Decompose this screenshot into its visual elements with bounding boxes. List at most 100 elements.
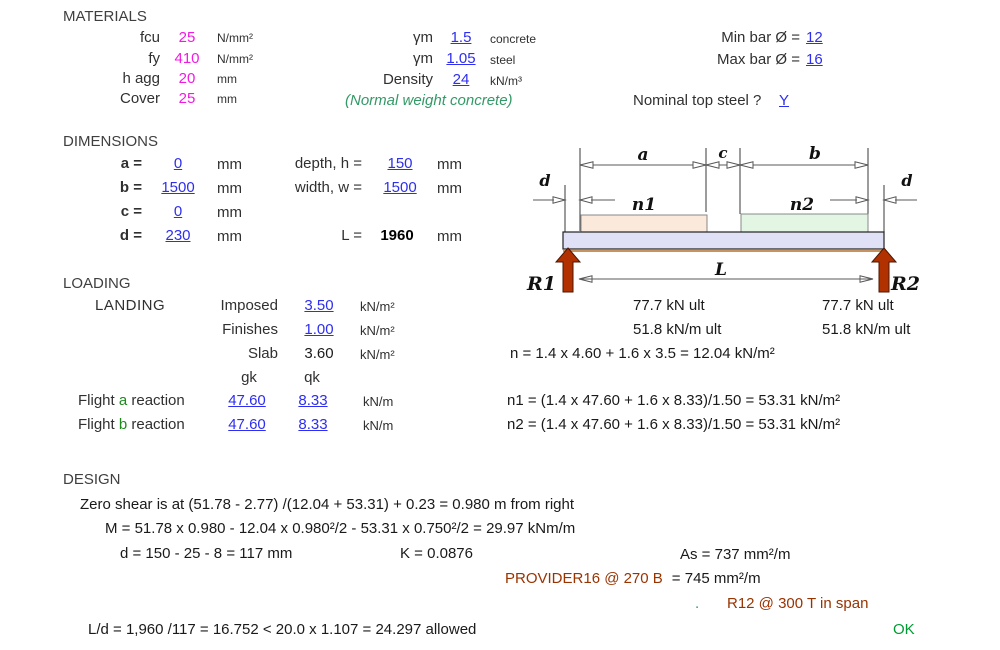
depth-label: depth, h = [294, 155, 362, 172]
diagram-label-R1: R1 [526, 273, 556, 295]
provider-bar-spec: PROVIDER16 @ 270 B [505, 570, 663, 587]
concrete-weight-note: (Normal weight concrete) [345, 92, 513, 109]
left-udl-ult: 51.8 kN/m ult [633, 321, 722, 338]
finishes-value[interactable]: 1.00 [304, 321, 334, 338]
dimensions-header: DIMENSIONS [63, 133, 159, 150]
materials-label-fcu: fcu [139, 29, 160, 46]
flight-a-qk[interactable]: 8.33 [298, 392, 328, 409]
depth-value[interactable]: 150 [387, 155, 413, 172]
max-bar-value[interactable]: 16 [806, 51, 823, 68]
k-factor-equation: K = 0.0876 [400, 545, 473, 562]
materials-header: MATERIALS [63, 8, 147, 25]
reaction-arrow-R2 [870, 247, 898, 293]
flight-b-label: Flight b reaction [78, 416, 185, 433]
materials-value-hagg[interactable]: 20 [178, 70, 196, 87]
effective-depth-equation: d = 150 - 25 - 8 = 117 mm [120, 545, 293, 562]
beam-diagram-svg: a c b d d n1 n2 R1 R2 L [526, 144, 920, 295]
dim-c-label: c = [120, 203, 142, 220]
gamma-steel-label: γm [413, 50, 433, 67]
dim-b-unit: mm [217, 180, 242, 197]
materials-label-fy: fy [148, 50, 160, 67]
provided-steel-line: PROVIDER16 @ 270 B = 745 mm²/m [505, 570, 761, 587]
diagram-label-d-left: d [539, 171, 550, 190]
gamma-steel-value[interactable]: 1.05 [446, 50, 476, 67]
width-value[interactable]: 1500 [383, 179, 417, 196]
moment-equation: M = 51.78 x 0.980 - 12.04 x 0.980²/2 - 5… [105, 520, 576, 537]
n1-equation: n1 = (1.4 x 47.60 + 1.6 x 8.33)/1.50 = 5… [507, 392, 841, 409]
materials-unit-fy: N/mm² [217, 52, 253, 66]
beam-slab [562, 231, 885, 250]
flight-a-gk[interactable]: 47.60 [228, 392, 266, 409]
right-udl-ult: 51.8 kN/m ult [822, 321, 911, 338]
slab-unit: kN/m² [360, 347, 395, 362]
gamma-steel-unit: steel [490, 53, 516, 67]
diagram-label-a: a [637, 145, 648, 165]
span-L-label: L = [341, 227, 362, 244]
reaction-arrow-R1 [554, 247, 582, 293]
min-bar-label: Min bar Ø = [721, 29, 800, 46]
load-block-n1 [580, 214, 708, 233]
dim-a-value[interactable]: 0 [173, 155, 183, 172]
flight-a-suffix: reaction [127, 392, 185, 409]
span-depth-check-equation: L/d = 1,960 /117 = 16.752 < 20.0 x 1.107… [88, 621, 477, 638]
beam-diagram: a c b d d n1 n2 R1 R2 L [525, 138, 945, 300]
slab-label: Slab [247, 345, 278, 362]
span-L-unit: mm [437, 228, 462, 245]
imposed-unit: kN/m² [360, 299, 395, 314]
d-dimension-lines [533, 199, 917, 280]
materials-value-fy[interactable]: 410 [174, 50, 200, 67]
materials-label-cover: Cover [119, 90, 160, 107]
materials-label-hagg: h agg [122, 70, 160, 87]
flight-b-letter: b [118, 416, 128, 433]
flight-b-qk[interactable]: 8.33 [298, 416, 328, 433]
dot-marker: . [695, 595, 700, 612]
provided-area-value: = 745 mm²/m [671, 570, 761, 587]
imposed-label: Imposed [220, 297, 278, 314]
flight-b-gk[interactable]: 47.60 [228, 416, 266, 433]
dim-d-value[interactable]: 230 [165, 227, 191, 244]
materials-value-cover[interactable]: 25 [178, 90, 196, 107]
diagram-label-b: b [809, 144, 821, 164]
flight-b-prefix: Flight [78, 416, 119, 433]
imposed-value[interactable]: 3.50 [304, 297, 334, 314]
flight-b-suffix: reaction [127, 416, 185, 433]
dim-a-label: a = [120, 155, 142, 172]
n-equation: n = 1.4 x 4.60 + 1.6 x 3.5 = 12.04 kN/m² [510, 345, 775, 362]
slab-value: 3.60 [304, 345, 334, 362]
nominal-top-steel-value[interactable]: Y [779, 92, 790, 109]
dim-b-label: b = [119, 179, 142, 196]
loading-header: LOADING [63, 275, 131, 292]
diagram-label-R2: R2 [890, 273, 920, 295]
dim-b-value[interactable]: 1500 [161, 179, 195, 196]
materials-unit-hagg: mm [217, 72, 237, 86]
col-header-gk: gk [241, 369, 257, 386]
col-header-qk: qk [304, 369, 320, 386]
diagram-label-n2: n2 [790, 195, 814, 215]
design-header: DESIGN [63, 471, 121, 488]
diagram-label-c: c [718, 144, 727, 162]
density-label: Density [382, 71, 433, 88]
check-status-ok: OK [893, 621, 915, 638]
diagram-label-d-right: d [901, 171, 912, 190]
width-label: width, w = [294, 179, 362, 196]
zero-shear-equation: Zero shear is at (51.78 - 2.77) /(12.04 … [80, 496, 575, 513]
finishes-unit: kN/m² [360, 323, 395, 338]
materials-unit-fcu: N/mm² [217, 31, 253, 45]
flight-a-letter: a [118, 392, 128, 409]
depth-unit: mm [437, 156, 462, 173]
loading-sub-landing: LANDING [95, 297, 166, 314]
gamma-concrete-value[interactable]: 1.5 [450, 29, 472, 46]
materials-unit-cover: mm [217, 92, 237, 106]
dim-c-unit: mm [217, 204, 242, 221]
load-block-n2 [740, 213, 869, 233]
density-value[interactable]: 24 [452, 71, 470, 88]
width-unit: mm [437, 180, 462, 197]
span-L-value: 1960 [380, 227, 414, 244]
right-reaction-ult: 77.7 kN ult [822, 297, 894, 314]
dim-c-value[interactable]: 0 [173, 203, 183, 220]
flight-a-unit: kN/m [363, 394, 394, 409]
min-bar-value[interactable]: 12 [806, 29, 823, 46]
as-required-equation: As = 737 mm²/m [680, 546, 791, 563]
materials-value-fcu[interactable]: 25 [178, 29, 196, 46]
